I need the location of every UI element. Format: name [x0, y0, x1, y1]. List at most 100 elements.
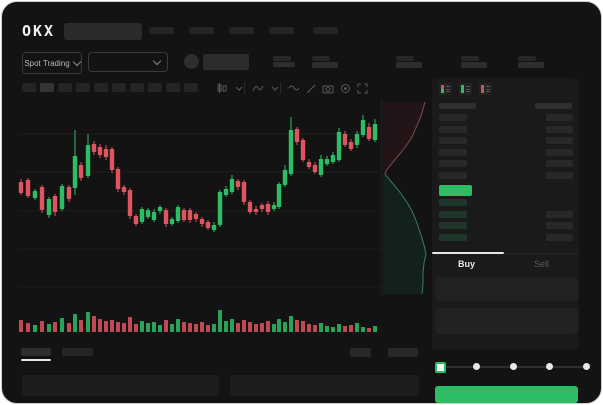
book-bids-icon[interactable]: [459, 83, 472, 95]
volume-bar: [188, 323, 192, 332]
candle-body: [133, 216, 139, 224]
volume-bar: [242, 320, 246, 332]
candle-body: [169, 219, 175, 224]
candle-body: [193, 214, 199, 219]
bid-row-price[interactable]: [439, 222, 467, 230]
volume-bar: [283, 322, 287, 332]
buy-submit-button[interactable]: [435, 386, 578, 403]
bid-row-price[interactable]: [439, 199, 467, 206]
nav-item-2[interactable]: [189, 27, 214, 34]
candle-body: [372, 124, 378, 140]
candles-icon[interactable]: [215, 81, 229, 95]
depth-bids-area: [383, 174, 426, 294]
volume-bar: [367, 328, 371, 332]
wave-icon[interactable]: [287, 81, 301, 95]
candle-body: [271, 205, 277, 209]
candle-body: [139, 209, 145, 222]
slider-stop-3[interactable]: [546, 363, 554, 370]
volume-bar: [230, 319, 234, 332]
ask-row-price[interactable]: [439, 114, 467, 121]
trade-tabs-divider: [432, 253, 579, 254]
timeframe-button-2[interactable]: [40, 83, 54, 92]
candle-body: [336, 132, 342, 160]
indicator-icon[interactable]: [251, 81, 265, 95]
candle-body: [342, 134, 348, 145]
candle-body: [18, 182, 24, 193]
book-asks-icon[interactable]: [479, 83, 492, 95]
ask-row-price[interactable]: [439, 137, 467, 145]
nav-item-4[interactable]: [269, 27, 294, 34]
ask-row-price[interactable]: [439, 172, 467, 179]
volume-bar: [73, 314, 77, 332]
settings-icon[interactable]: [338, 81, 352, 95]
bottom-action-placeholder-1[interactable]: [350, 348, 371, 357]
bid-row-amount: [546, 222, 573, 230]
candle-body: [253, 209, 259, 212]
stat-value-1: [312, 62, 338, 68]
slider-stop-1[interactable]: [472, 363, 480, 370]
slider-stop-2[interactable]: [509, 363, 517, 370]
candle-body: [181, 210, 187, 220]
timeframe-button-5[interactable]: [94, 83, 108, 92]
timeframe-button-9[interactable]: [166, 83, 180, 92]
pair-dropdown[interactable]: [88, 52, 168, 72]
price-input[interactable]: [435, 277, 578, 301]
book-combined-icon[interactable]: [439, 83, 452, 95]
candle-body: [354, 134, 360, 145]
candle-body: [312, 165, 318, 172]
nav-item-3[interactable]: [229, 27, 254, 34]
camera-icon[interactable]: [321, 81, 335, 95]
nav-item-5[interactable]: [313, 27, 338, 34]
ask-row-price[interactable]: [439, 125, 467, 133]
bottom-action-placeholder-2[interactable]: [388, 348, 418, 357]
nav-item-1[interactable]: [149, 27, 174, 34]
volume-bar: [164, 320, 168, 332]
timeframe-button-1[interactable]: [22, 83, 36, 92]
candle-body: [211, 225, 217, 230]
bottom-tab-history[interactable]: [62, 348, 93, 356]
market-selector-button[interactable]: Spot Trading: [22, 52, 82, 74]
candle-body: [157, 207, 163, 211]
volume-bar: [79, 320, 83, 332]
search-input[interactable]: [64, 23, 142, 40]
tab-buy[interactable]: Buy: [458, 259, 476, 269]
draw-icon[interactable]: [304, 81, 318, 95]
timeframe-button-3[interactable]: [58, 83, 72, 92]
volume-bar: [313, 325, 317, 332]
volume-bar: [122, 323, 126, 332]
fullscreen-icon[interactable]: [355, 81, 369, 95]
tab-sell[interactable]: Sell: [534, 259, 550, 269]
chevron-down-icon[interactable]: [232, 81, 246, 95]
timeframe-button-4[interactable]: [76, 83, 90, 92]
volume-bar: [158, 325, 162, 332]
ask-row-price[interactable]: [439, 148, 467, 156]
bottom-tab-orders[interactable]: [21, 348, 51, 356]
timeframe-button-8[interactable]: [148, 83, 162, 92]
volume-bar: [67, 323, 71, 332]
ask-row-price[interactable]: [439, 160, 467, 168]
order-book-last-price[interactable]: [439, 185, 472, 196]
slider-handle[interactable]: [435, 362, 446, 373]
bottom-panel-left: [22, 375, 219, 396]
candle-body: [39, 187, 45, 210]
volume-bar: [331, 327, 335, 332]
slider-stop-4[interactable]: [583, 363, 590, 370]
candle-body: [276, 184, 282, 207]
candle-body: [324, 159, 330, 164]
bid-row-price[interactable]: [439, 233, 467, 241]
chevron-down-icon[interactable]: [268, 81, 282, 95]
timeframe-button-7[interactable]: [130, 83, 144, 92]
bid-row-price[interactable]: [439, 210, 467, 218]
timeframe-button-10[interactable]: [184, 83, 198, 92]
volume-bar: [116, 322, 120, 332]
candle-body: [217, 192, 223, 225]
timeframe-button-6[interactable]: [112, 83, 126, 92]
amount-input[interactable]: [435, 308, 578, 334]
stat-label-2: [396, 56, 414, 61]
toolbar-divider: [244, 82, 245, 94]
volume-bar: [301, 321, 305, 332]
candle-body: [187, 210, 193, 220]
volume-bar: [26, 323, 30, 332]
bid-row-amount: [546, 210, 573, 218]
candle-body: [205, 222, 211, 228]
